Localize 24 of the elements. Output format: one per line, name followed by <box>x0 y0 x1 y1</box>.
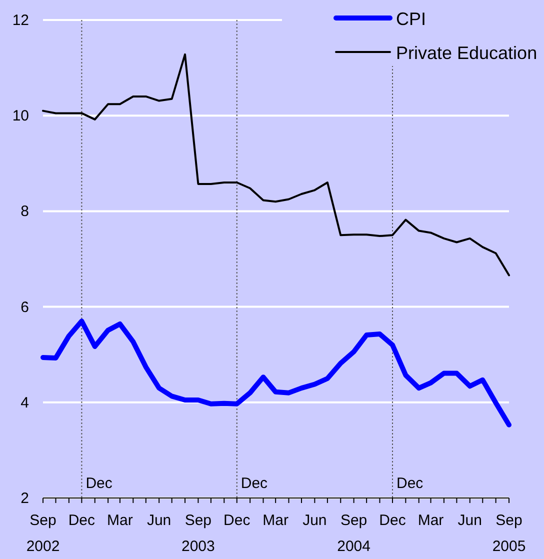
x-tick-label: Dec <box>224 512 251 529</box>
x-tick-label: Mar <box>262 512 288 529</box>
x-tick-label: Dec <box>68 512 96 529</box>
x-tick-label: Sep 2003 <box>182 512 215 555</box>
x-tick-label: Jun <box>146 512 172 529</box>
ref-line-label: Dec <box>240 475 268 492</box>
y-tick-label: 12 <box>12 12 29 29</box>
x-tick-label: Dec <box>379 512 406 529</box>
ref-line-label: Dec <box>396 475 424 492</box>
x-tick-label: Sep 2004 <box>337 512 370 555</box>
ref-line-label: Dec <box>86 475 113 492</box>
x-tick-label: Sep 2002 <box>26 512 60 555</box>
y-tick-label: 2 <box>20 490 29 507</box>
x-tick-label: Jun <box>302 512 327 529</box>
x-tick-label: Jun <box>458 512 482 529</box>
x-tick-label: Mar <box>418 512 444 529</box>
legend-label: Private Education <box>396 43 538 63</box>
x-tick-label: Sep 2005 <box>492 512 526 555</box>
y-tick-label: 6 <box>20 298 29 316</box>
y-tick-label: 8 <box>20 203 29 220</box>
y-tick-label: 10 <box>12 108 29 125</box>
x-tick-label: Mar <box>107 512 133 529</box>
legend-label: CPI <box>396 9 426 29</box>
y-tick-label: 4 <box>20 394 29 412</box>
